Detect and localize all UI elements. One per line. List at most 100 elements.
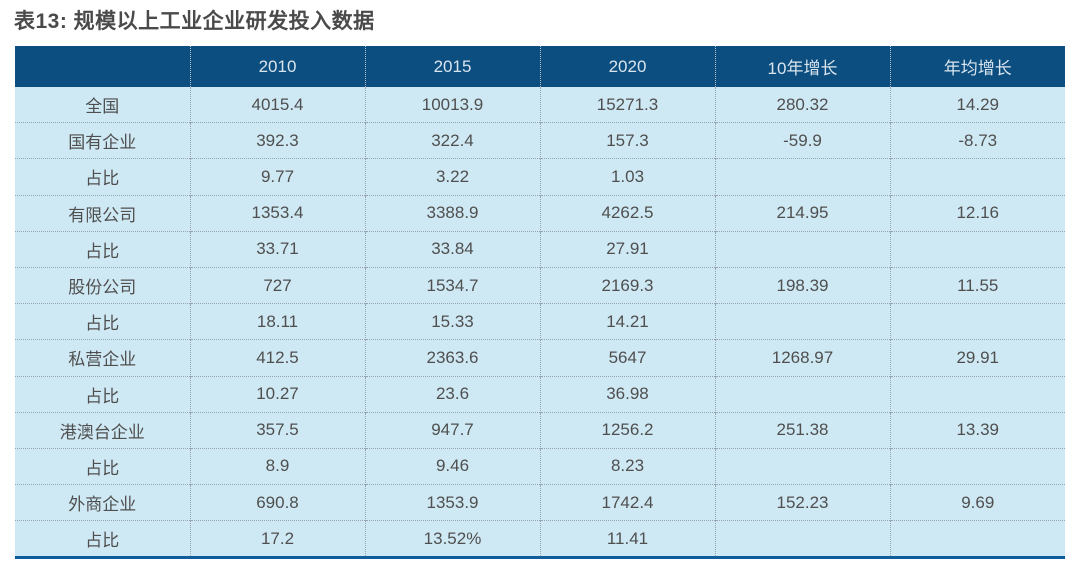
data-cell: 251.38 xyxy=(714,411,890,449)
data-cell: 11.55 xyxy=(889,266,1065,304)
data-cell: 9.69 xyxy=(889,484,1065,521)
data-cell xyxy=(714,375,890,413)
data-cell: 2169.3 xyxy=(539,266,715,304)
column-header: 年均增长 xyxy=(889,46,1065,87)
data-cell: 1534.7 xyxy=(364,266,540,304)
row-label: 国有企业 xyxy=(15,122,190,159)
row-label: 港澳台企业 xyxy=(15,411,190,449)
row-label: 占比 xyxy=(15,303,190,340)
data-cell xyxy=(889,447,1065,485)
table-row: 国有企业 392.3 322.4 157.3 -59.9 -8.73 xyxy=(15,122,1065,159)
data-cell: 5647 xyxy=(539,339,715,376)
data-cell: 11.41 xyxy=(539,520,715,558)
table-row: 占比 17.2 13.52% 11.41 xyxy=(15,520,1065,558)
row-label: 有限公司 xyxy=(15,194,190,232)
data-cell: 2363.6 xyxy=(364,339,540,376)
data-cell: 1.03 xyxy=(539,158,715,196)
rd-investment-table: 2010 2015 2020 10年增长 年均增长 全国 4015.4 10013.9 152… xyxy=(15,46,1065,560)
data-cell xyxy=(714,520,890,558)
data-cell: 8.9 xyxy=(189,447,365,485)
column-header: 2015 xyxy=(364,46,540,87)
row-label: 占比 xyxy=(15,520,190,558)
data-cell: 1268.97 xyxy=(714,339,890,376)
table-row: 占比 9.77 3.22 1.03 xyxy=(15,158,1065,196)
table-row: 占比 33.71 33.84 27.91 xyxy=(15,230,1065,268)
column-header: 2020 xyxy=(539,46,715,87)
table-row: 占比 8.9 9.46 8.23 xyxy=(15,447,1065,485)
data-cell xyxy=(889,303,1065,340)
row-label: 外商企业 xyxy=(15,484,190,521)
data-cell: 214.95 xyxy=(714,194,890,232)
data-cell: 1353.4 xyxy=(189,194,365,232)
table-header: 2010 2015 2020 10年增长 年均增长 xyxy=(15,46,1065,87)
data-cell: 33.84 xyxy=(364,230,540,268)
data-cell xyxy=(889,158,1065,196)
data-cell: 13.39 xyxy=(889,411,1065,449)
data-cell: 198.39 xyxy=(714,266,890,304)
data-cell xyxy=(889,520,1065,558)
data-cell: 690.8 xyxy=(189,484,365,521)
table-row: 占比 10.27 23.6 36.98 xyxy=(15,375,1065,413)
data-cell: 15.33 xyxy=(364,303,540,340)
data-cell xyxy=(889,375,1065,413)
data-cell: 3388.9 xyxy=(364,194,540,232)
data-cell: 1742.4 xyxy=(539,484,715,521)
header-row: 2010 2015 2020 10年增长 年均增长 xyxy=(15,46,1065,87)
data-cell: 322.4 xyxy=(364,122,540,159)
data-cell xyxy=(714,303,890,340)
table-body: 全国 4015.4 10013.9 15271.3 280.32 14.29 国有企业 392… xyxy=(15,87,1065,558)
data-cell: 33.71 xyxy=(189,230,365,268)
data-cell: 9.46 xyxy=(364,447,540,485)
row-label: 占比 xyxy=(15,447,190,485)
table-row: 港澳台企业 357.5 947.7 1256.2 251.38 13.39 xyxy=(15,411,1065,449)
data-cell: 157.3 xyxy=(539,122,715,159)
data-cell: 23.6 xyxy=(364,375,540,413)
row-label: 占比 xyxy=(15,158,190,196)
row-label: 占比 xyxy=(15,230,190,268)
row-label: 占比 xyxy=(15,375,190,413)
data-cell: 947.7 xyxy=(364,411,540,449)
row-label: 私营企业 xyxy=(15,339,190,376)
data-cell: 357.5 xyxy=(189,411,365,449)
data-cell: -59.9 xyxy=(714,122,890,159)
data-cell: 3.22 xyxy=(364,158,540,196)
row-label: 股份公司 xyxy=(15,266,190,304)
data-cell: 9.77 xyxy=(189,158,365,196)
data-cell: 152.23 xyxy=(714,484,890,521)
column-header xyxy=(15,46,190,87)
data-cell xyxy=(714,158,890,196)
data-cell: 29.91 xyxy=(889,339,1065,376)
data-cell: 1353.9 xyxy=(364,484,540,521)
data-cell: 412.5 xyxy=(189,339,365,376)
data-cell xyxy=(889,230,1065,268)
table-row: 占比 18.11 15.33 14.21 xyxy=(15,303,1065,340)
data-cell xyxy=(714,230,890,268)
table-title: 表13: 规模以上工业企业研发投入数据 xyxy=(14,10,375,33)
data-cell: 18.11 xyxy=(189,303,365,340)
data-cell: 14.21 xyxy=(539,303,715,340)
data-cell: 4262.5 xyxy=(539,194,715,232)
data-cell: 36.98 xyxy=(539,375,715,413)
data-cell: -8.73 xyxy=(889,122,1065,159)
data-cell: 15271.3 xyxy=(539,87,715,123)
table-row: 外商企业 690.8 1353.9 1742.4 152.23 9.69 xyxy=(15,484,1065,521)
data-cell: 1256.2 xyxy=(539,411,715,449)
data-cell: 727 xyxy=(189,266,365,304)
data-cell: 12.16 xyxy=(889,194,1065,232)
data-cell xyxy=(714,447,890,485)
table-row: 有限公司 1353.4 3388.9 4262.5 214.95 12.16 xyxy=(15,194,1065,232)
data-cell: 17.2 xyxy=(189,520,365,558)
table-row: 私营企业 412.5 2363.6 5647 1268.97 29.91 xyxy=(15,339,1065,376)
data-cell: 8.23 xyxy=(539,447,715,485)
data-cell: 14.29 xyxy=(889,87,1065,123)
data-cell: 27.91 xyxy=(539,230,715,268)
data-cell: 4015.4 xyxy=(189,87,365,123)
table-row: 全国 4015.4 10013.9 15271.3 280.32 14.29 xyxy=(15,87,1065,123)
data-cell: 10013.9 xyxy=(364,87,540,123)
table-row: 股份公司 727 1534.7 2169.3 198.39 11.55 xyxy=(15,266,1065,304)
column-header: 2010 xyxy=(189,46,365,87)
data-cell: 392.3 xyxy=(189,122,365,159)
data-cell: 280.32 xyxy=(714,87,890,123)
data-cell: 10.27 xyxy=(189,375,365,413)
